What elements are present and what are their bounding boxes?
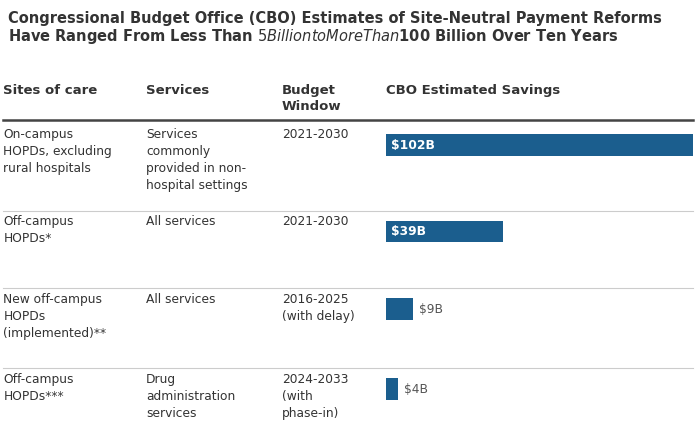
Text: Sites of care: Sites of care (3, 84, 97, 97)
Text: 2016-2025
(with delay): 2016-2025 (with delay) (282, 293, 355, 322)
Text: $9B: $9B (419, 303, 443, 316)
Text: Drug
administration
services: Drug administration services (146, 373, 235, 420)
Text: $39B: $39B (391, 225, 426, 238)
Text: New off-campus
HOPDs
(implemented)**: New off-campus HOPDs (implemented)** (3, 293, 106, 340)
Bar (386, 134, 693, 156)
Text: $4B: $4B (404, 383, 428, 396)
Text: Congressional Budget Office (CBO) Estimates of Site-Neutral Payment Reforms: Congressional Budget Office (CBO) Estima… (8, 11, 662, 26)
Text: Have Ranged From Less Than $5 Billion to More Than $100 Billion Over Ten Years: Have Ranged From Less Than $5 Billion to… (8, 27, 619, 46)
Text: 2021-2030: 2021-2030 (282, 128, 349, 141)
Bar (386, 378, 398, 400)
Text: $102B: $102B (391, 139, 435, 152)
Text: Services: Services (146, 84, 209, 97)
Text: Off-campus
HOPDs*: Off-campus HOPDs* (3, 215, 74, 245)
Bar (386, 298, 413, 320)
Text: CBO Estimated Savings: CBO Estimated Savings (386, 84, 560, 97)
Text: Off-campus
HOPDs***: Off-campus HOPDs*** (3, 373, 74, 402)
Text: All services: All services (146, 293, 216, 306)
Text: 2021-2030: 2021-2030 (282, 215, 349, 228)
Text: 2024-2033
(with
phase-in): 2024-2033 (with phase-in) (282, 373, 349, 420)
Text: On-campus
HOPDs, excluding
rural hospitals: On-campus HOPDs, excluding rural hospita… (3, 128, 112, 176)
Text: Budget
Window: Budget Window (282, 84, 342, 113)
Text: Services
commonly
provided in non-
hospital settings: Services commonly provided in non- hospi… (146, 128, 248, 192)
Text: All services: All services (146, 215, 216, 228)
Bar (386, 221, 503, 242)
